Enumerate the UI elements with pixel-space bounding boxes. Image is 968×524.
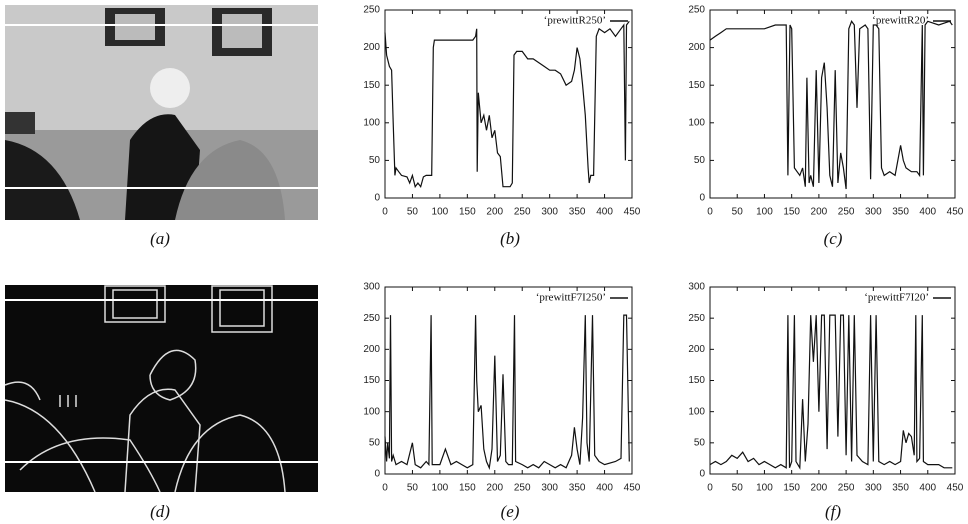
x-tick-label: 0 [382,207,388,218]
x-tick-label: 400 [919,483,936,494]
y-tick-label: 100 [688,117,705,128]
y-tick-label: 0 [374,193,380,204]
x-tick-label: 350 [569,207,586,218]
y-tick-label: 250 [363,5,380,16]
x-tick-label: 400 [596,207,613,218]
plot-frame [384,9,633,199]
x-tick-label: 200 [486,207,503,218]
y-tick-label: 100 [688,406,705,417]
series-line [709,314,953,470]
photo-a [5,5,318,220]
x-tick-label: 250 [838,483,855,494]
y-tick-label: 150 [363,80,380,91]
x-tick-label: 200 [811,207,828,218]
y-tick-label: 300 [688,282,705,293]
x-tick-label: 400 [596,483,613,494]
x-tick-label: 0 [382,483,388,494]
y-tick-label: 250 [688,5,705,16]
caption: (f) [825,502,841,521]
y-tick-label: 200 [688,42,705,53]
legend-label: ‘prewittR20’ [872,15,929,27]
caption: (b) [500,229,520,248]
y-tick-label: 100 [363,406,380,417]
series-line [384,314,630,470]
x-tick-label: 50 [732,207,744,218]
x-tick-label: 300 [541,207,558,218]
y-tick-label: 0 [699,193,705,204]
x-tick-label: 400 [919,207,936,218]
x-tick-label: 450 [624,483,641,494]
x-tick-label: 300 [865,483,882,494]
x-tick-label: 450 [947,483,964,494]
series-line [709,20,953,190]
caption: (d) [150,502,170,521]
x-tick-label: 250 [838,207,855,218]
x-tick-label: 150 [783,207,800,218]
x-tick-label: 50 [732,483,744,494]
x-tick-label: 450 [624,207,641,218]
x-tick-label: 100 [756,207,773,218]
x-tick-label: 50 [407,207,419,218]
x-tick-label: 250 [514,483,531,494]
y-tick-label: 150 [363,375,380,386]
x-tick-label: 100 [432,483,449,494]
x-tick-label: 150 [459,207,476,218]
plot-frame [709,9,956,199]
y-tick-label: 250 [363,313,380,324]
series-line [384,20,630,189]
photo-d [4,285,318,493]
y-tick-label: 0 [699,469,705,480]
legend-label: ‘prewittR250’ [544,15,606,27]
legend-label: ‘prewittF7I250’ [536,292,606,304]
y-tick-label: 50 [369,437,381,448]
caption: (c) [824,229,843,248]
caption: (a) [150,229,170,248]
x-tick-label: 450 [947,207,964,218]
x-tick-label: 350 [569,483,586,494]
x-tick-label: 200 [811,483,828,494]
y-tick-label: 200 [363,344,380,355]
x-tick-label: 300 [541,483,558,494]
y-tick-label: 50 [694,155,706,166]
y-tick-label: 250 [688,313,705,324]
y-tick-label: 50 [694,437,706,448]
y-tick-label: 50 [369,155,381,166]
x-tick-label: 100 [432,207,449,218]
x-tick-label: 100 [756,483,773,494]
legend-label: ‘prewittF7I20’ [864,292,929,304]
y-tick-label: 150 [688,375,705,386]
x-tick-label: 300 [865,207,882,218]
y-tick-label: 200 [363,42,380,53]
x-tick-label: 200 [486,483,503,494]
x-tick-label: 350 [892,483,909,494]
y-tick-label: 100 [363,117,380,128]
x-tick-label: 50 [407,483,419,494]
x-tick-label: 350 [892,207,909,218]
y-tick-label: 150 [688,80,705,91]
caption: (e) [501,502,520,521]
x-tick-label: 250 [514,207,531,218]
x-tick-label: 0 [707,207,713,218]
x-tick-label: 0 [707,483,713,494]
y-tick-label: 300 [363,282,380,293]
x-tick-label: 150 [783,483,800,494]
y-tick-label: 0 [374,469,380,480]
x-tick-label: 150 [459,483,476,494]
y-tick-label: 200 [688,344,705,355]
